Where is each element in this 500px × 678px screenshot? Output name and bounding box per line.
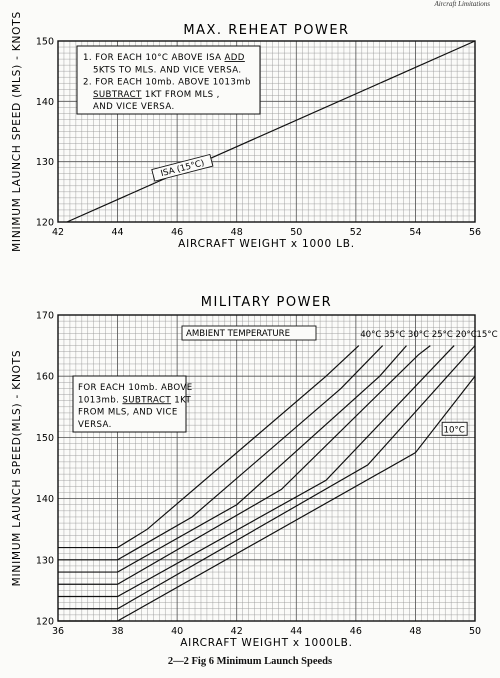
y-tick-label: 160	[36, 372, 54, 383]
note-line: FROM MLS, AND VICE	[78, 408, 178, 418]
chart-title: MAX. REHEAT POWER	[183, 23, 349, 38]
y-tick-label: 130	[36, 555, 54, 566]
x-axis-label: AIRCRAFT WEIGHT x 1000LB.	[180, 637, 353, 649]
y-tick-label: 140	[36, 97, 54, 108]
legend-title-box	[181, 325, 317, 341]
y-tick-label: 140	[36, 494, 54, 505]
series-line	[58, 345, 407, 573]
series-line	[58, 345, 455, 598]
series-label-isa: ISA (15°C)	[151, 153, 214, 182]
note-line: 5KTS TO MLS. AND VICE VERSA.	[93, 65, 242, 75]
y-tick-label: 120	[36, 617, 54, 628]
plot-frame	[57, 314, 476, 622]
y-tick-label: 120	[36, 218, 54, 229]
note-box	[76, 45, 261, 115]
x-tick-label: 50	[469, 626, 481, 637]
y-tick-label: 130	[36, 157, 54, 168]
series-label: 30°C	[408, 330, 429, 340]
note-text: 1KT	[171, 395, 191, 405]
x-tick-label: 40	[171, 626, 183, 637]
y-tick-label: 170	[36, 311, 54, 322]
plot-frame	[57, 40, 476, 223]
x-tick-label: 38	[112, 626, 124, 637]
series-label: 20°C	[456, 330, 477, 340]
x-tick-label: 54	[409, 227, 421, 238]
chart-2: MILITARY POWER 36 38 40 42 44 46 48 50 120 130 140 1…	[11, 295, 498, 649]
note-text: SUBTRACT	[93, 90, 142, 100]
x-tick-label: 46	[171, 227, 183, 238]
note-line: 1. FOR EACH 10°C ABOVE ISA ADD	[83, 53, 245, 63]
chart-1: MAX. REHEAT POWER 42 44 46 48 50 52 54 56 120 130 1…	[11, 11, 481, 252]
series-label: 15°C	[476, 330, 497, 340]
figure-caption: 2—2 Fig 6 Minimum Launch Speeds	[167, 656, 333, 667]
y-tick-label: 150	[36, 433, 54, 444]
y-tick-label: 150	[36, 37, 54, 48]
series-label: 25°C	[432, 330, 453, 340]
note-line: VERSA.	[78, 420, 112, 430]
note-number: 2.	[83, 78, 95, 88]
x-tick-label: 50	[290, 227, 302, 238]
note-line: SUBTRACT 1KT FROM MLS ,	[93, 90, 220, 100]
note-text: 1013mb.	[78, 395, 122, 405]
series-line	[66, 40, 476, 223]
note-text: VERSA.	[78, 420, 112, 430]
series-line	[58, 345, 431, 585]
note-text: SUBTRACT	[122, 395, 171, 405]
note-text: FROM MLS, AND VICE	[78, 408, 178, 418]
series-label-box	[441, 421, 468, 436]
note-text: 1KT FROM MLS ,	[142, 90, 220, 100]
series-label-box	[151, 153, 214, 182]
header-corner-text: Aircraft Limitations	[434, 0, 490, 8]
x-tick-label: 46	[350, 626, 362, 637]
y-axis-label: MINIMUM LAUNCH SPEED (MLS) - KNOTS	[11, 11, 23, 252]
series-line	[58, 345, 384, 561]
note-line: 2. FOR EACH 10mb. ABOVE 1013mb	[83, 78, 251, 88]
series-line	[58, 345, 360, 549]
x-tick-label: 42	[231, 626, 243, 637]
note-text: FOR EACH 10mb. ABOVE	[78, 383, 193, 393]
note-text: FOR EACH 10°C ABOVE ISA	[95, 53, 224, 63]
x-tick-label: 48	[409, 626, 421, 637]
note-number: 1.	[83, 53, 95, 63]
series-label: 40°C	[360, 330, 381, 340]
series-line	[58, 375, 476, 622]
note-box	[72, 375, 187, 433]
series-line	[58, 345, 476, 610]
x-tick-label: 52	[350, 227, 362, 238]
x-tick-label: 44	[290, 626, 302, 637]
x-tick-label: 44	[112, 227, 124, 238]
x-tick-label: 36	[52, 626, 64, 637]
series-label: 10°C	[444, 425, 465, 435]
note-line: AND VICE VERSA.	[93, 102, 175, 112]
series-label: 35°C	[384, 330, 405, 340]
note-text: FOR EACH 10mb. ABOVE 1013mb	[95, 78, 251, 88]
grid-minor	[57, 314, 476, 622]
x-tick-label: 48	[231, 227, 243, 238]
y-axis-label: MINIMUM LAUNCH SPEED(MLS) - KNOTS	[11, 350, 23, 587]
note-line: FOR EACH 10mb. ABOVE	[78, 383, 193, 393]
note-text: AND VICE VERSA.	[93, 102, 175, 112]
x-tick-label: 56	[469, 227, 481, 238]
x-axis-label: AIRCRAFT WEIGHT x 1000 LB.	[178, 238, 355, 250]
chart-title: MILITARY POWER	[201, 295, 332, 310]
note-line: 1013mb. SUBTRACT 1KT	[78, 395, 191, 405]
note-text: 5KTS TO MLS. AND VICE VERSA.	[93, 65, 242, 75]
legend-title: AMBIENT TEMPERATURE	[186, 329, 290, 339]
note-text: ADD	[225, 53, 245, 63]
x-tick-label: 42	[52, 227, 64, 238]
